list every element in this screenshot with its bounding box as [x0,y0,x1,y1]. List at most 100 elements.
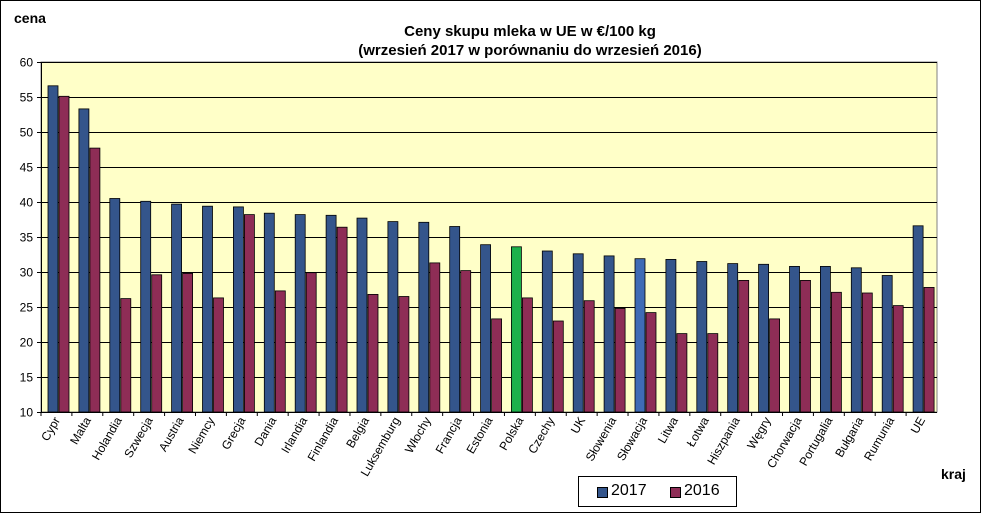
y-tick-label-25: 25 [20,301,34,315]
bar-2016-6 [243,214,255,413]
bar-2017-27 [881,275,893,413]
legend: 2017 2016 [578,476,737,507]
bar-2016-10 [367,293,379,413]
y-tick-label-10: 10 [20,406,34,420]
x-tick-label-21: Łotwa [684,414,712,449]
y-tick-label-15: 15 [20,371,34,385]
bar-2017-11 [387,221,399,413]
bar-2016-5 [213,297,224,413]
bar-2017-21 [696,261,708,413]
chart-title: Ceny skupu mleka w UE w €/100 kg (wrzesi… [300,22,760,60]
y-tick-label-45: 45 [20,161,34,175]
y-tick-label-60: 60 [20,56,34,70]
bar-2017-24 [789,265,800,413]
bar-2017-22 [727,263,739,413]
bar-2017-13 [449,226,461,413]
bar-2017-4 [171,203,183,413]
x-tick-label-27: Rumunia [861,414,897,463]
legend-label-2016: 2016 [684,482,720,499]
bar-2016-27 [892,305,904,413]
bar-2016-1 [89,147,101,413]
bar-2017-19 [634,258,646,413]
x-tick-label-26: Bułgaria [832,414,866,459]
bar-2017-3 [140,200,152,413]
y-tick-label-50: 50 [20,126,34,140]
chart-title-line-1: Ceny skupu mleka w UE w €/100 kg [404,23,656,40]
bar-2016-9 [336,226,348,413]
bar-2017-16 [541,250,553,413]
x-tick-label-7: Dania [252,414,280,448]
bar-2016-2 [120,298,132,413]
bar-2017-20 [665,258,677,413]
bar-2016-12 [429,262,441,413]
y-tick-label-30: 30 [20,266,34,280]
bar-2016-18 [614,307,626,413]
y-tick-label-40: 40 [20,196,34,210]
x-tick-label-10: Belgia [343,414,372,450]
bar-2017-7 [263,212,275,413]
bar-2017-23 [758,263,769,413]
x-tick-label-19: Słowacja [614,414,650,463]
bar-2016-26 [861,292,873,413]
bar-2017-18 [603,255,615,413]
bar-2016-24 [800,279,811,413]
bar-2016-23 [769,318,780,413]
x-tick-label-13: Francja [433,414,465,456]
bar-2016-17 [583,300,595,413]
x-tick-label-4: Austria [156,414,187,454]
bar-2017-14 [480,244,492,413]
x-tick-label-3: Szwecja [121,414,156,460]
bar-2016-22 [738,279,750,413]
bar-2016-11 [398,296,410,413]
bar-2017-2 [109,198,121,413]
legend-label-2017: 2017 [611,482,647,499]
y-axis-title: cena [14,10,46,26]
bar-2017-5 [202,205,213,413]
y-tick-label-55: 55 [20,91,34,105]
bar-2017-25 [820,265,831,413]
x-tick-label-6: Grecja [219,414,249,452]
bar-2016-14 [491,318,503,413]
bar-2017-9 [325,214,337,413]
x-tick-label-14: Estonia [463,414,495,456]
bar-2017-8 [294,214,306,413]
bar-2017-26 [850,267,862,413]
x-tick-label-8: Irlandia [278,414,310,455]
y-tick-label-20: 20 [20,336,34,350]
bar-2017-6 [232,206,244,413]
x-tick-label-28: UE [908,415,928,436]
bar-2016-0 [58,95,70,413]
bar-2016-19 [645,312,657,413]
x-tick-label-17: UK [568,415,588,436]
bar-2016-3 [151,274,163,413]
y-tick-label-35: 35 [20,231,34,245]
x-tick-label-20: Litwa [655,414,681,446]
bar-2017-0 [47,85,59,413]
x-tick-label-2: Holandia [89,414,125,462]
bar-2016-7 [274,290,286,413]
x-tick-label-1: Malta [67,414,94,447]
x-tick-label-23: Węgry [744,415,773,452]
bar-2016-15 [522,297,533,413]
bar-2016-25 [831,291,842,413]
bar-2016-13 [460,270,472,413]
x-tick-label-15: Polska [496,414,526,452]
bar-2017-1 [78,108,90,413]
bar-2016-4 [182,272,194,413]
bar-2017-12 [418,221,430,413]
x-tick-label-12: Włochy [402,415,434,456]
bar-2017-28 [912,225,924,413]
x-axis-title: kraj [941,466,966,482]
x-tick-label-5: Niemcy [185,415,217,457]
bar-2017-10 [356,217,368,413]
bar-2017-15 [510,246,522,413]
bar-2016-28 [923,286,935,413]
chart-title-line-2: (wrzesień 2017 w porównaniu do wrzesień … [358,42,702,59]
bar-2016-21 [707,333,719,413]
legend-swatch-2017 [597,487,608,498]
legend-swatch-2016 [670,487,681,498]
bar-2016-20 [676,333,688,413]
bar-2016-16 [552,320,564,413]
bar-2017-17 [572,253,584,413]
